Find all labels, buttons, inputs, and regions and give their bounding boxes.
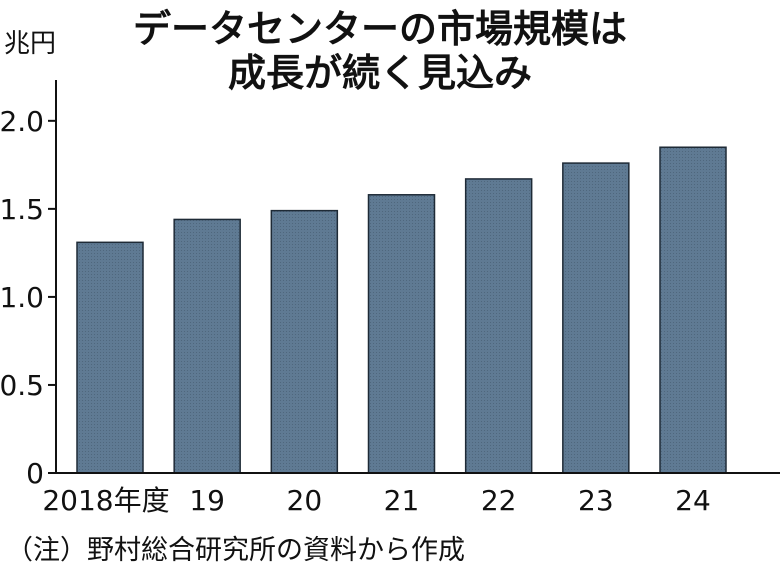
- bar: [562, 162, 630, 474]
- x-category-label: 19: [189, 484, 225, 517]
- bar: [270, 209, 339, 474]
- x-category-label: 24: [675, 484, 711, 517]
- x-category-label: 20: [287, 484, 323, 517]
- bar: [464, 178, 533, 474]
- bar: [659, 146, 727, 474]
- bar: [367, 194, 436, 474]
- y-tick-label: 1.0: [0, 281, 44, 314]
- bars-group: [76, 146, 727, 474]
- y-tick-label: 0: [26, 457, 44, 490]
- chart-title-line-1: データセンターの市場規模は: [133, 7, 627, 51]
- x-category-label: 22: [481, 484, 517, 517]
- x-category-label: 23: [578, 484, 614, 517]
- y-axis-unit-label: 兆円: [4, 29, 56, 59]
- y-axis-ticks: 0 0.5 1.0 1.5 2.0: [0, 105, 56, 490]
- x-category-label: 21: [384, 484, 420, 517]
- y-tick-label: 0.5: [0, 369, 44, 402]
- bar: [173, 218, 241, 474]
- x-axis-categories: 2018年度 19 20 21 22 23 24: [42, 484, 710, 517]
- y-tick-label: 1.5: [0, 193, 44, 226]
- source-note: （注）野村総合研究所の資料から作成: [6, 535, 465, 566]
- x-category-label: 2018年度: [42, 484, 169, 517]
- y-tick-label: 2.0: [0, 105, 44, 138]
- bar: [76, 241, 144, 474]
- chart-title-line-2: 成長が続く見込み: [228, 51, 532, 95]
